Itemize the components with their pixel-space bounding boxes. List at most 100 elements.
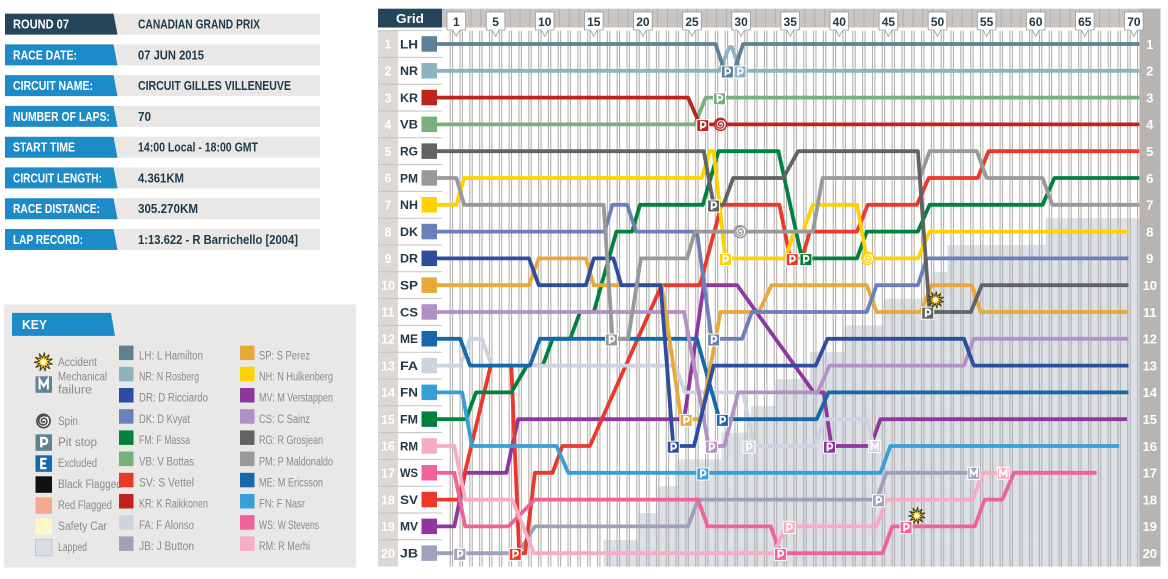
svg-text:4.361KM: 4.361KM <box>138 171 184 185</box>
svg-text:ME: ME <box>400 334 418 346</box>
svg-text:4: 4 <box>385 118 392 132</box>
svg-text:RG: RG <box>400 147 418 159</box>
svg-text:WS: WS <box>400 468 418 480</box>
svg-text:START TIME: START TIME <box>13 141 75 155</box>
svg-text:17: 17 <box>381 467 395 481</box>
svg-text:11: 11 <box>1143 305 1157 320</box>
svg-text:KEY: KEY <box>22 318 48 332</box>
svg-text:Grid: Grid <box>396 11 424 26</box>
svg-text:ROUND 07: ROUND 07 <box>13 18 69 32</box>
svg-text:DR: DR <box>400 254 419 266</box>
svg-text:6: 6 <box>385 172 392 186</box>
svg-text:CANADIAN GRAND PRIX: CANADIAN GRAND PRIX <box>138 18 261 32</box>
svg-text:18: 18 <box>381 493 395 507</box>
svg-text:failure: failure <box>58 385 92 397</box>
svg-text:14: 14 <box>1143 385 1158 400</box>
svg-text:LAP RECORD:: LAP RECORD: <box>13 233 83 247</box>
svg-text:DK: D Kvyat: DK: D Kvyat <box>139 414 191 426</box>
svg-text:NR: N Rosberg: NR: N Rosberg <box>139 372 199 384</box>
svg-text:FN: FN <box>400 388 418 400</box>
svg-text:70: 70 <box>138 110 151 124</box>
svg-text:25: 25 <box>685 15 699 29</box>
svg-text:WS: W Stevens: WS: W Stevens <box>259 520 319 532</box>
svg-text:MV: M Verstappen: MV: M Verstappen <box>259 393 333 405</box>
svg-text:3: 3 <box>1146 90 1153 105</box>
svg-text:VB: VB <box>400 120 418 132</box>
svg-text:2: 2 <box>1146 64 1153 79</box>
svg-text:5: 5 <box>385 145 392 159</box>
svg-text:10: 10 <box>381 279 395 293</box>
svg-text:DK: DK <box>400 227 419 239</box>
svg-text:8: 8 <box>385 225 392 239</box>
svg-text:1: 1 <box>385 38 392 52</box>
svg-text:NH: N Hulkenberg: NH: N Hulkenberg <box>259 372 333 384</box>
svg-text:7: 7 <box>1146 198 1153 213</box>
svg-text:35: 35 <box>784 15 798 29</box>
svg-text:16: 16 <box>381 440 395 454</box>
svg-text:VB: V Bottas: VB: V Bottas <box>139 456 194 468</box>
svg-text:Accident: Accident <box>58 357 98 369</box>
svg-text:Red Flagged: Red Flagged <box>58 500 112 512</box>
svg-text:Spin: Spin <box>58 416 78 428</box>
svg-text:FN: F Nasr: FN: F Nasr <box>259 499 305 511</box>
svg-text:18: 18 <box>1143 492 1157 507</box>
svg-text:1:13.622 - R Barrichello [2004: 1:13.622 - R Barrichello [2004] <box>138 233 298 247</box>
svg-text:13: 13 <box>1143 358 1157 373</box>
svg-text:Excluded: Excluded <box>58 458 97 470</box>
svg-text:12: 12 <box>1143 332 1157 347</box>
svg-text:12: 12 <box>381 333 395 347</box>
svg-text:RACE DATE:: RACE DATE: <box>13 48 77 62</box>
svg-text:SV: S Vettel: SV: S Vettel <box>139 478 194 490</box>
svg-text:17: 17 <box>1143 466 1157 481</box>
svg-text:Pit stop: Pit stop <box>58 437 97 449</box>
svg-text:20: 20 <box>1143 546 1157 561</box>
svg-text:11: 11 <box>381 306 394 320</box>
svg-text:FA: F Alonso: FA: F Alonso <box>139 520 194 532</box>
svg-text:JB: J Button: JB: J Button <box>139 541 194 553</box>
svg-text:NR: NR <box>400 66 419 78</box>
svg-text:40: 40 <box>833 15 847 29</box>
svg-text:CS: CS <box>400 307 418 319</box>
svg-text:1: 1 <box>1146 37 1153 52</box>
svg-text:LH: LH <box>400 39 418 51</box>
svg-text:6: 6 <box>1146 171 1153 186</box>
svg-text:FM: FM <box>400 415 418 427</box>
svg-text:DR: D Ricciardo: DR: D Ricciardo <box>139 393 208 405</box>
svg-text:CS: C Sainz: CS: C Sainz <box>259 414 310 426</box>
svg-text:305.270KM: 305.270KM <box>138 202 198 216</box>
svg-text:7: 7 <box>385 199 392 213</box>
svg-text:8: 8 <box>1146 224 1153 239</box>
svg-text:20: 20 <box>636 15 650 29</box>
svg-text:60: 60 <box>1029 15 1043 29</box>
svg-text:1: 1 <box>453 15 460 29</box>
svg-text:15: 15 <box>381 413 395 427</box>
svg-text:15: 15 <box>587 15 601 29</box>
svg-text:70: 70 <box>1127 15 1141 29</box>
svg-text:55: 55 <box>980 15 994 29</box>
svg-text:NH: NH <box>400 200 418 212</box>
svg-text:LH: L Hamilton: LH: L Hamilton <box>139 350 203 362</box>
svg-text:16: 16 <box>1143 439 1157 454</box>
svg-text:20: 20 <box>381 547 395 561</box>
svg-text:MV: MV <box>400 522 418 534</box>
svg-text:2: 2 <box>385 65 392 79</box>
svg-text:13: 13 <box>381 359 395 373</box>
svg-text:15: 15 <box>1143 412 1157 427</box>
svg-text:RM: RM <box>400 441 418 453</box>
svg-text:FA: FA <box>400 361 418 373</box>
svg-text:07 JUN 2015: 07 JUN 2015 <box>138 48 204 62</box>
svg-text:JB: JB <box>400 549 418 561</box>
svg-text:9: 9 <box>1146 251 1153 266</box>
svg-text:4: 4 <box>1146 117 1154 132</box>
svg-text:Lapped: Lapped <box>58 542 87 554</box>
svg-text:PM: P Maldonaldo: PM: P Maldonaldo <box>259 456 333 468</box>
svg-text:3: 3 <box>385 91 392 105</box>
svg-text:RG: R Grosjean: RG: R Grosjean <box>259 435 323 447</box>
svg-text:19: 19 <box>381 520 395 534</box>
svg-text:19: 19 <box>1143 519 1157 534</box>
svg-text:ME: M Ericsson: ME: M Ericsson <box>259 478 323 490</box>
svg-text:CIRCUIT NAME:: CIRCUIT NAME: <box>13 79 93 93</box>
svg-text:Mechanical: Mechanical <box>58 372 107 384</box>
svg-text:14: 14 <box>381 386 395 400</box>
svg-text:10: 10 <box>1143 278 1157 293</box>
